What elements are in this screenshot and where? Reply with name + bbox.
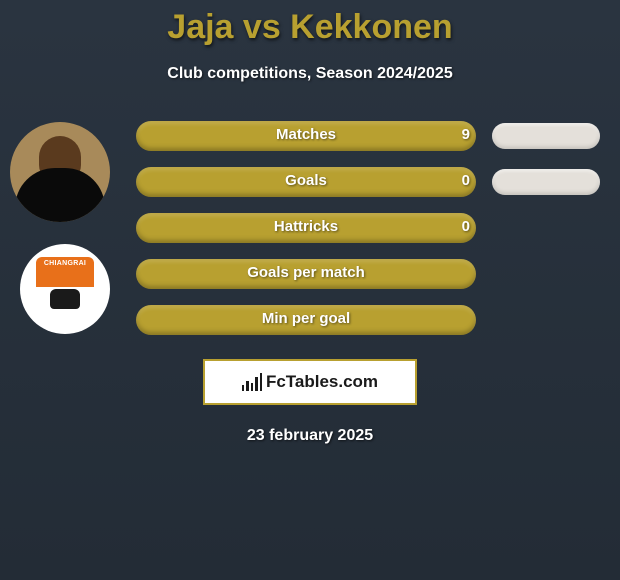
main-container: Jaja vs Kekkonen Club competitions, Seas…	[0, 0, 620, 445]
stat-bar-right	[492, 169, 600, 195]
club-badge: CHIANGRAI	[20, 244, 110, 334]
chart-icon	[242, 373, 262, 391]
player-avatar	[10, 122, 110, 222]
stat-row: Min per goal	[136, 305, 486, 335]
stat-row: Matches9	[136, 121, 486, 151]
page-subtitle: Club competitions, Season 2024/2025	[0, 65, 620, 83]
stat-bar-left	[136, 305, 476, 335]
stat-bar-left	[136, 213, 476, 243]
stat-row: Hattricks0	[136, 213, 486, 243]
shield-text: CHIANGRAI	[36, 260, 94, 267]
branding-logo[interactable]: FcTables.com	[203, 359, 417, 405]
stat-bar-left	[136, 167, 476, 197]
stat-bar-left	[136, 259, 476, 289]
stat-bar-right	[492, 123, 600, 149]
stat-row: Goals0	[136, 167, 486, 197]
left-badges-column: CHIANGRAI	[10, 122, 110, 334]
page-title: Jaja vs Kekkonen	[0, 8, 620, 47]
shield-animal-shape	[50, 289, 80, 309]
stat-bar-left	[136, 121, 476, 151]
stats-bars: Matches9 Goals0 Hattricks0 Goals per match M…	[136, 121, 486, 335]
branding-text: FcTables.com	[266, 372, 378, 392]
stat-row: Goals per match	[136, 259, 486, 289]
footer-date: 23 february 2025	[0, 427, 620, 445]
avatar-body-shape	[15, 168, 105, 222]
shield-icon: CHIANGRAI	[36, 257, 94, 321]
